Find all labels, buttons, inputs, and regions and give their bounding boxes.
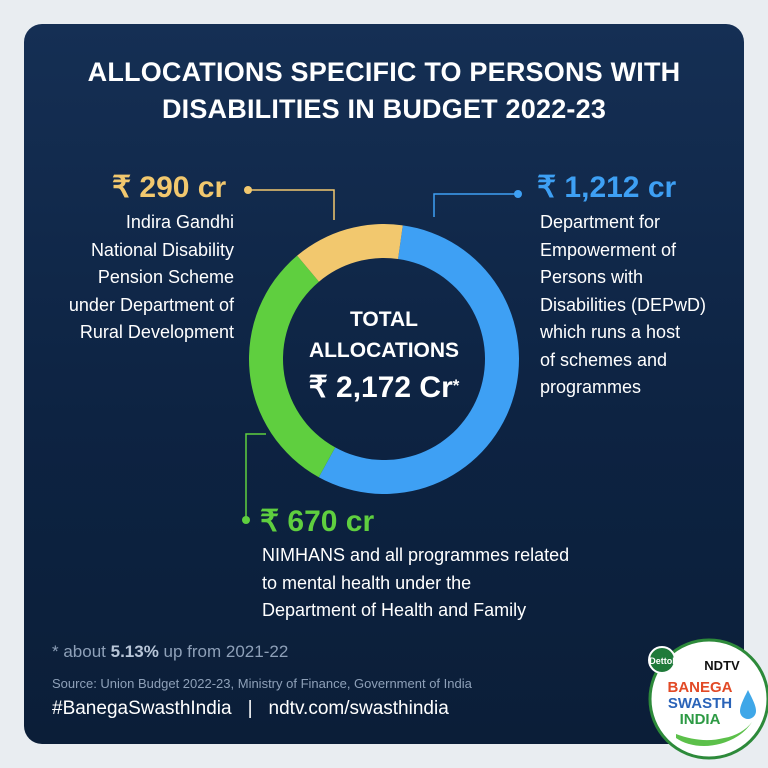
footnote-suffix: up from 2021-22: [158, 642, 289, 661]
donut-segment-nimhans: [249, 255, 336, 478]
infographic-card: ALLOCATIONS SPECIFIC TO PERSONS WITH DIS…: [24, 24, 744, 744]
footnote-prefix: * about: [52, 642, 111, 661]
ndtv-text: NDTV: [704, 658, 740, 673]
page-title: ALLOCATIONS SPECIFIC TO PERSONS WITH DIS…: [24, 54, 744, 128]
dettol-text: Dettol: [649, 656, 675, 666]
donut-segment-depwd: [318, 225, 519, 495]
nimhans-line: NIMHANS and all programmes related: [262, 545, 570, 565]
donut-segments: [249, 224, 519, 495]
depwd-description: Department for Empowerment of Persons wi…: [540, 209, 706, 402]
pension-line: Rural Development: [79, 322, 234, 342]
connector-pension: [244, 186, 335, 220]
footer-links: #BanegaSwasthIndia | ndtv.com/swasthindia: [52, 698, 449, 720]
pension-line: Indira Gandhi: [125, 212, 234, 232]
total-label-line1: TOTAL: [349, 308, 419, 331]
pension-description: Indira Gandhi National Disability Pensio…: [24, 209, 234, 347]
pension-line: under Department of: [68, 294, 234, 315]
total-asterisk: *: [452, 376, 460, 395]
website-link[interactable]: ndtv.com/swasthindia: [268, 698, 449, 719]
depwd-value: ₹ 1,212 cr: [537, 171, 677, 204]
depwd-line: Disabilities (DEPwD): [540, 294, 707, 315]
footnote-percent: 5.13%: [110, 642, 159, 661]
total-label-line2: ALLOCATIONS: [308, 339, 460, 362]
pension-line: Pension Scheme: [97, 267, 234, 287]
total-allocations: TOTAL ALLOCATIONS ₹ 2,172 Cr*: [278, 304, 490, 408]
title-line-1: ALLOCATIONS SPECIFIC TO PERSONS WITH: [87, 57, 681, 87]
total-value: ₹ 2,172 Cr*: [278, 368, 490, 408]
donut-chart: [242, 186, 522, 524]
depwd-line: which runs a host: [540, 322, 681, 342]
hashtag: #BanegaSwasthIndia: [52, 698, 232, 719]
connector-depwd: [433, 190, 522, 217]
depwd-line: Persons with: [540, 267, 644, 287]
water-drop-icon: [740, 690, 756, 719]
depwd-line: programmes: [540, 377, 642, 397]
logo-line1: BANEGA: [667, 679, 732, 696]
hand-icon: [676, 722, 752, 746]
pension-value: ₹ 290 cr: [112, 171, 227, 204]
footer-separator: |: [247, 698, 253, 719]
nimhans-description: NIMHANS and all programmes related to me…: [262, 542, 569, 625]
title-line-2: DISABILITIES IN BUDGET 2022-23: [161, 94, 607, 124]
logo-line2: SWASTH: [668, 695, 732, 712]
footnote: * about 5.13% up from 2021-22: [52, 642, 288, 662]
source-text: Source: Union Budget 2022-23, Ministry o…: [52, 676, 472, 691]
depwd-line: Empowerment of: [540, 239, 677, 260]
pension-line: National Disability: [90, 239, 234, 260]
donut-segment-pension: [297, 224, 403, 282]
nimhans-line: Department of Health and Family: [262, 600, 527, 620]
banega-swasth-india-logo: Dettol NDTV BANEGA SWASTH INDIA: [648, 638, 768, 760]
logo-line3: INDIA: [680, 711, 721, 728]
dettol-badge: [648, 646, 676, 674]
depwd-line: Department for: [540, 212, 661, 232]
total-amount: ₹ 2,172 Cr: [308, 371, 453, 404]
depwd-line: of schemes and: [540, 349, 668, 370]
connector-nimhans: [242, 433, 266, 524]
nimhans-value: ₹ 670 cr: [260, 505, 375, 538]
nimhans-line: to mental health under the: [262, 572, 472, 593]
